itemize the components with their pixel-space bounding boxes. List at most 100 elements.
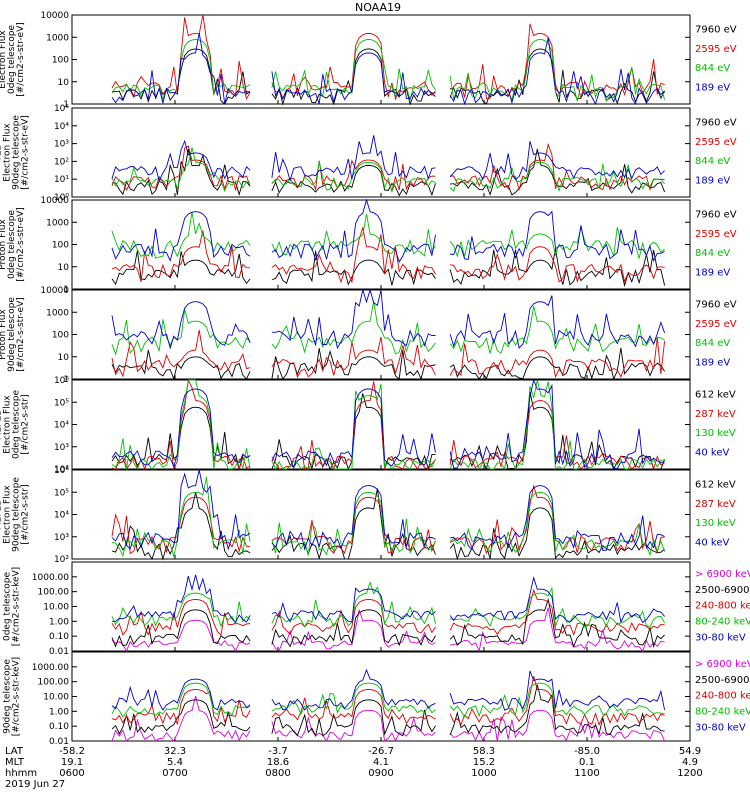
y-tick-label: 10⁵: [54, 104, 69, 114]
legend-entry: 240-800 keV: [695, 691, 750, 702]
y-axis-label-line: [#/cm2-s-str]: [21, 484, 31, 544]
legend-entry: > 6900 keV: [695, 569, 750, 580]
legend-entry: 287 keV: [695, 409, 736, 420]
footer-mlt-value: 18.6: [267, 757, 289, 768]
footer-lat-value: 54.9: [679, 746, 701, 757]
series-trace-612-kev: [450, 508, 664, 559]
legend-entry: 844 eV: [695, 156, 730, 167]
footer-lat-value: -26.7: [368, 746, 394, 757]
footer-mlt-value: 15.2: [473, 757, 495, 768]
y-axis-label-line: [#/cm2-s-str-keV]: [12, 657, 22, 736]
series-trace-2595-ev: [272, 33, 436, 99]
y-tick-label: 10: [58, 78, 70, 88]
footer-hhmm-value: 1200: [677, 768, 702, 779]
y-tick-label: 10: [58, 353, 70, 363]
footer-lat-value: 32.3: [164, 746, 186, 757]
legend-entry: 2500-6900: [695, 675, 750, 686]
y-axis-label-line: [#/cm2-s-str-eV]: [16, 207, 26, 282]
y-tick-label: 10.00: [43, 603, 69, 613]
y-tick-label: 0.10: [49, 632, 69, 642]
y-tick-label: 100: [52, 241, 69, 251]
y-axis-label: MEPEDElectron Flux90deg telescope[#/cm2-…: [0, 477, 31, 552]
y-tick-label: 1000: [46, 218, 69, 228]
series-trace-189-ev: [450, 296, 664, 348]
series-trace-130-kev: [450, 492, 664, 555]
y-tick-label: 10³: [54, 140, 69, 150]
y-tick-label: 10000: [40, 196, 69, 206]
series-trace-30-80-kev: [450, 671, 664, 710]
series-trace-2595-ev: [272, 160, 436, 190]
footer-hhmm-value: 1100: [574, 768, 599, 779]
y-tick-label: 10⁵: [54, 398, 69, 408]
legend-entry: 240-800 keV: [695, 601, 750, 612]
y-tick-label: 10⁶: [54, 376, 69, 386]
footer-hhmm-value: 0600: [59, 768, 84, 779]
series-trace-30-80-kev: [112, 575, 250, 623]
y-tick-label: 10.00: [43, 693, 69, 703]
y-axis-label-line: [#/cm2-s-str-eV]: [21, 115, 31, 190]
series-trace-7960-ev: [450, 348, 664, 379]
y-axis-label: Electron Flux0deg telescope[#/cm2-s-str-…: [0, 22, 26, 97]
series-trace-189-ev: [450, 141, 664, 179]
footer-mlt-value: 19.1: [61, 757, 83, 768]
footer-label-lat: LAT: [5, 746, 24, 757]
series-trace-189-ev: [272, 200, 436, 262]
footer: LAT MLT hhmm 2019 Jun 27 -58.219.1060032…: [5, 746, 703, 790]
y-tick-label: 10¹: [54, 175, 69, 185]
y-axis-label: Proton Flux90deg telescope[#/cm2-s-str-e…: [0, 297, 26, 372]
series-trace-2595-ev: [112, 231, 250, 282]
y-tick-label: 10³: [54, 443, 69, 453]
y-tick-label: 0.10: [49, 722, 69, 732]
series-trace-612-kev: [112, 492, 250, 559]
footer-label-mlt: MLT: [5, 757, 25, 768]
footer-hhmm-value: 0800: [265, 768, 290, 779]
y-axis-label-line: [#/cm2-s-str]: [21, 394, 31, 454]
series-trace-80-240-kev: [450, 588, 664, 627]
footer-hhmm-value: 0900: [368, 768, 393, 779]
plot-title: NOAA19: [355, 1, 401, 14]
footer-lat-value: -3.7: [268, 746, 288, 757]
series-trace-80-240-kev: [112, 593, 250, 626]
y-axis-label-line: [#/cm2-s-str-eV]: [16, 297, 26, 372]
series-trace-189-ev: [450, 212, 664, 261]
y-axis-label: Proton Flux0deg telescope[#/cm2-s-str-eV…: [0, 207, 26, 282]
legend-entry: 612 keV: [695, 480, 736, 491]
y-axis-label-line: [#/cm2-s-str-keV]: [12, 567, 22, 646]
y-tick-label: 1000.00: [32, 663, 69, 673]
footer-date: 2019 Jun 27: [5, 779, 65, 790]
legend-entry: 30-80 keV: [695, 632, 746, 643]
legend-entry: 7960 eV: [695, 210, 737, 221]
series-trace-7960-ev: [450, 248, 664, 285]
legend-entry: 2595 eV: [695, 137, 737, 148]
legend-entry: 40 keV: [695, 448, 729, 459]
legend-entry: 40 keV: [695, 538, 729, 549]
series-trace-2595-ev: [450, 145, 664, 190]
series-trace-130-kev: [450, 380, 664, 469]
legend-entry: 189 eV: [695, 358, 730, 369]
series-trace-844-ev: [112, 148, 250, 191]
footer-label-hhmm: hhmm: [5, 768, 37, 779]
series-trace-80-240-kev: [112, 683, 250, 717]
series-trace-240-800-kev: [450, 590, 664, 635]
footer-mlt-value: 4.9: [682, 757, 698, 768]
series-trace-40-kev: [272, 486, 436, 549]
y-tick-label: 100.00: [38, 678, 70, 688]
y-tick-label: 1000.00: [32, 573, 69, 583]
legend-entry: 30-80 keV: [695, 722, 746, 733]
panel-frame: [72, 200, 690, 289]
y-tick-label: 100.00: [38, 588, 70, 598]
series-trace-189-ev: [272, 290, 436, 348]
legend-entry: 130 keV: [695, 518, 736, 529]
footer-lat-value: -85.0: [574, 746, 600, 757]
y-axis-label: TEDElectron Flux90deg telescope[#/cm2-s-…: [0, 115, 31, 190]
legend-entry: 2595 eV: [695, 319, 737, 330]
legend-entry: 287 keV: [695, 499, 736, 510]
footer-hhmm-value: 0700: [162, 768, 187, 779]
y-tick-label: 10²: [54, 555, 69, 565]
